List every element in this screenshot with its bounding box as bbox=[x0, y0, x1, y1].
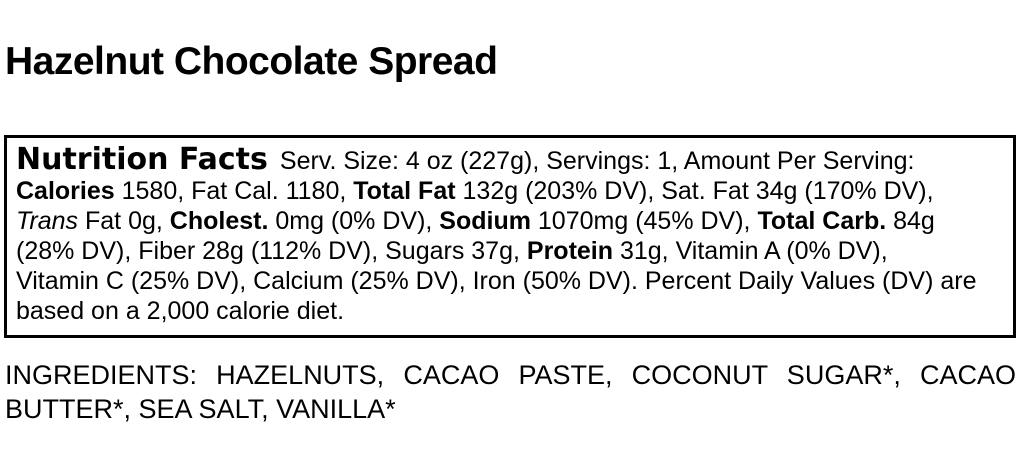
nutrition-text-segment: Protein bbox=[526, 237, 614, 265]
nutrition-line: based on a 2,000 calorie diet. bbox=[16, 296, 1009, 326]
nutrition-facts-text: Nutrition Facts Serv. Size: 4 oz (227g), … bbox=[16, 145, 1009, 326]
nutrition-line: Vitamin C (25% DV), Calcium (25% DV), Ir… bbox=[16, 266, 1009, 296]
nutrition-text-segment: based on a 2,000 calorie diet. bbox=[16, 297, 345, 325]
nutrition-text-segment: 1580, Fat Cal. 1180, bbox=[114, 177, 354, 205]
nutrition-facts-heading: Nutrition Facts bbox=[16, 142, 268, 177]
nutrition-text-segment: 84g bbox=[886, 207, 935, 235]
nutrition-text-segment: Fat 0g, bbox=[78, 207, 170, 235]
nutrition-text-segment: 31g, Vitamin A (0% DV), bbox=[613, 237, 888, 265]
nutrition-text-segment: (28% DV), Fiber 28g (112% DV), Sugars 37… bbox=[16, 237, 527, 265]
nutrition-text-segment: Total Carb. bbox=[757, 207, 887, 235]
nutrition-line: Trans Fat 0g, Cholest. 0mg (0% DV), Sodi… bbox=[16, 206, 1009, 236]
nutrition-text-segment: Cholest. bbox=[169, 207, 269, 235]
product-title: Hazelnut Chocolate Spread bbox=[5, 40, 498, 83]
nutrition-text-segment: Trans bbox=[16, 207, 79, 235]
nutrition-text-segment: Total Fat bbox=[353, 177, 456, 205]
ingredients-line: BUTTER*, SEA SALT, VANILLA* bbox=[5, 394, 396, 424]
ingredients-section: INGREDIENTS: HAZELNUTS, CACAO PASTE, COC… bbox=[5, 358, 1016, 426]
nutrition-line: Nutrition Facts Serv. Size: 4 oz (227g), … bbox=[16, 145, 1009, 176]
nutrition-line: Calories 1580, Fat Cal. 1180, Total Fat … bbox=[16, 176, 1009, 206]
nutrition-facts-box: Nutrition Facts Serv. Size: 4 oz (227g), … bbox=[4, 135, 1016, 338]
nutrition-text-segment: 0mg (0% DV), bbox=[268, 207, 440, 235]
nutrition-text-segment: Vitamin C (25% DV), Calcium (25% DV), Ir… bbox=[16, 267, 977, 295]
nutrition-text-segment: 132g (203% DV), Sat. Fat 34g (170% DV), bbox=[455, 177, 934, 205]
nutrition-text-segment: 1070mg (45% DV), bbox=[530, 207, 758, 235]
nutrition-text-segment: Sodium bbox=[439, 207, 531, 235]
ingredients-line: INGREDIENTS: HAZELNUTS, CACAO PASTE, COC… bbox=[5, 360, 1016, 390]
nutrition-line: (28% DV), Fiber 28g (112% DV), Sugars 37… bbox=[16, 236, 1009, 266]
nutrition-text-segment: Calories bbox=[16, 177, 115, 205]
nutrition-text-segment: Serv. Size: 4 oz (227g), Servings: 1, Am… bbox=[279, 147, 915, 175]
